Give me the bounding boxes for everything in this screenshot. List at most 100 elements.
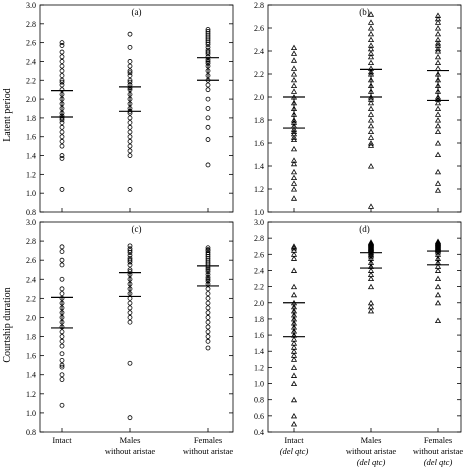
data-point	[205, 319, 211, 325]
y-tick-label: 1.8	[26, 114, 36, 123]
category-label: without aristae	[105, 446, 156, 456]
data-point	[127, 139, 133, 144]
data-point	[367, 307, 375, 314]
y-tick-label: 2.6	[254, 24, 264, 33]
data-point	[367, 122, 375, 129]
y-tick-label: 2.8	[26, 20, 36, 29]
data-point	[127, 319, 133, 325]
data-point	[290, 267, 298, 273]
category-label: Females	[194, 435, 222, 445]
y-tick-label: 3.0	[26, 218, 36, 227]
data-point	[434, 105, 442, 111]
data-point	[290, 174, 298, 181]
y-tick-label: 1.8	[254, 116, 264, 125]
data-point	[59, 249, 65, 254]
data-point	[59, 63, 65, 69]
data-point	[127, 248, 133, 254]
data-point	[290, 145, 298, 152]
data-point	[367, 30, 375, 37]
y-tick-label: 2.8	[26, 237, 36, 246]
data-point	[205, 329, 211, 335]
data-point	[434, 65, 442, 71]
category-label: without aristae	[413, 446, 464, 456]
data-point	[290, 82, 298, 88]
category-label: (del qtc)	[424, 457, 453, 467]
data-point	[127, 63, 133, 69]
data-point	[127, 73, 133, 78]
y-tick-label: 1.4	[26, 152, 36, 161]
data-point	[127, 124, 133, 130]
y-tick-label: 2.0	[26, 95, 36, 104]
data-point	[127, 143, 133, 149]
data-point	[290, 44, 298, 51]
data-point	[367, 99, 375, 106]
data-point	[205, 44, 211, 50]
y-tick-label: 2.2	[26, 76, 36, 85]
data-point	[127, 310, 133, 316]
data-point	[290, 291, 298, 298]
category-label: without aristae	[346, 446, 397, 456]
data-point	[127, 59, 133, 64]
y-tick-label: 1.8	[26, 333, 36, 342]
data-point	[205, 291, 211, 296]
data-point	[127, 253, 133, 258]
data-point	[367, 163, 375, 169]
data-point	[127, 129, 133, 135]
data-point	[127, 305, 133, 311]
data-point	[59, 372, 65, 378]
data-point	[59, 68, 65, 74]
data-point	[205, 51, 211, 57]
data-point	[434, 317, 442, 324]
y-tick-label: 2.6	[254, 250, 264, 259]
panel-label: (c)	[132, 224, 142, 234]
data-point	[59, 377, 65, 382]
y-tick-label: 2.6	[26, 39, 36, 48]
y-tick-label: 0.4	[254, 428, 264, 437]
data-point	[290, 88, 298, 94]
data-point	[59, 153, 65, 158]
category-label: without aristae	[183, 446, 234, 456]
data-point	[127, 77, 133, 83]
data-point	[290, 186, 298, 192]
y-tick-label: 1.0	[26, 189, 36, 198]
y-tick-label: 1.0	[254, 380, 264, 389]
data-point	[59, 329, 65, 335]
data-point	[59, 343, 65, 349]
data-point	[367, 140, 375, 146]
plot-frame	[267, 221, 462, 433]
data-point	[290, 244, 298, 251]
data-point	[205, 345, 211, 351]
data-point	[205, 40, 211, 46]
y-axis-title-top: Latent period	[2, 88, 13, 142]
data-point	[59, 54, 65, 60]
data-point	[290, 283, 298, 290]
y-tick-label: 1.6	[26, 133, 36, 142]
data-point	[290, 50, 298, 56]
y-tick-label: 1.2	[254, 363, 264, 372]
data-point	[59, 77, 65, 83]
plot-frame	[39, 4, 234, 213]
data-point	[205, 324, 211, 330]
data-point	[367, 203, 375, 209]
y-tick-label: 2.2	[26, 294, 36, 303]
data-point	[367, 283, 375, 290]
data-point	[127, 187, 133, 192]
y-tick-label: 2.8	[254, 234, 264, 243]
data-point	[127, 68, 133, 74]
data-point	[59, 362, 65, 368]
data-point	[59, 334, 65, 339]
data-point	[59, 338, 65, 344]
data-point	[205, 115, 211, 121]
data-point	[434, 40, 442, 46]
data-point	[290, 168, 298, 175]
data-point	[59, 49, 65, 55]
panel-label: (d)	[359, 224, 370, 234]
y-tick-label: 2.6	[26, 256, 36, 265]
data-point	[434, 48, 442, 54]
data-point	[59, 286, 65, 292]
data-point	[205, 82, 211, 88]
data-point	[205, 286, 211, 292]
data-point	[434, 25, 442, 31]
data-point	[290, 134, 298, 140]
